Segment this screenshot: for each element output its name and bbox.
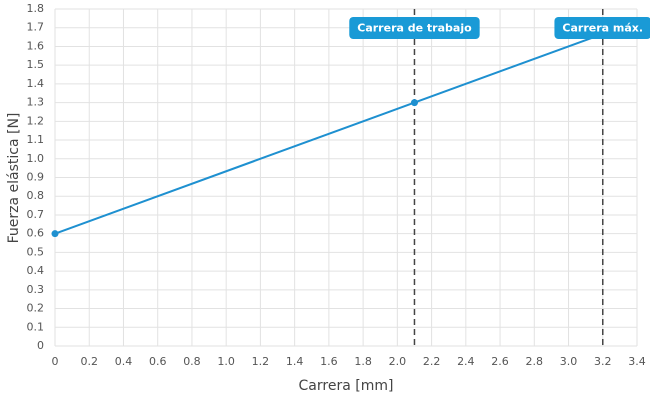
- y-tick-label: 0.8: [27, 189, 45, 202]
- y-tick-label: 0.6: [27, 227, 45, 240]
- y-tick-label: 1.4: [27, 77, 45, 90]
- y-tick-label: 1.1: [27, 133, 45, 146]
- point: [410, 99, 418, 107]
- y-tick-label: 0.4: [27, 264, 45, 277]
- y-tick-label: 1.0: [27, 152, 45, 165]
- x-tick-label: 1.6: [320, 355, 338, 368]
- y-tick-label: 0.2: [27, 302, 45, 315]
- x-tick-label: 1.2: [252, 355, 270, 368]
- annotation-label: Carrera de trabajo: [357, 22, 472, 35]
- y-tick-label: 0.7: [27, 208, 45, 221]
- y-tick-label: 0.5: [27, 245, 45, 258]
- y-tick-label: 1.6: [27, 39, 45, 52]
- y-tick-label: 0.1: [27, 320, 45, 333]
- x-tick-label: 0.4: [115, 355, 133, 368]
- x-tick-label: 2.6: [491, 355, 509, 368]
- x-tick-label: 3.0: [560, 355, 578, 368]
- x-tick-label: 0: [52, 355, 59, 368]
- x-tick-label: 0.8: [183, 355, 201, 368]
- y-tick-label: 0.9: [27, 171, 45, 184]
- x-tick-label: 0.2: [80, 355, 98, 368]
- y-tick-label: 1.8: [27, 2, 45, 15]
- x-tick-label: 1.8: [354, 355, 372, 368]
- x-tick-label: 2.0: [389, 355, 407, 368]
- annotation-label: Carrera máx.: [562, 22, 643, 35]
- x-tick-label: 1.0: [217, 355, 235, 368]
- annotation-box: [554, 17, 650, 39]
- x-axis-title: Carrera [mm]: [299, 378, 394, 394]
- x-tick-label: 3.4: [628, 355, 646, 368]
- y-tick-label: 1.2: [27, 114, 45, 127]
- y-tick-label: 1.3: [27, 96, 45, 109]
- x-tick-label: 2.2: [423, 355, 441, 368]
- y-tick-label: 0: [37, 339, 44, 352]
- x-tick-label: 1.4: [286, 355, 304, 368]
- annotation-box: [349, 17, 480, 39]
- x-tick-label: 2.8: [526, 355, 544, 368]
- point: [51, 230, 59, 238]
- x-tick-label: 0.6: [149, 355, 167, 368]
- x-tick-label: 3.2: [594, 355, 612, 368]
- y-tick-label: 1.7: [27, 21, 45, 34]
- y-tick-label: 1.5: [27, 58, 45, 71]
- y-tick-label: 0.3: [27, 283, 45, 296]
- x-tick-label: 2.4: [457, 355, 475, 368]
- y-axis-title: Fuerza elástica [N]: [6, 113, 22, 244]
